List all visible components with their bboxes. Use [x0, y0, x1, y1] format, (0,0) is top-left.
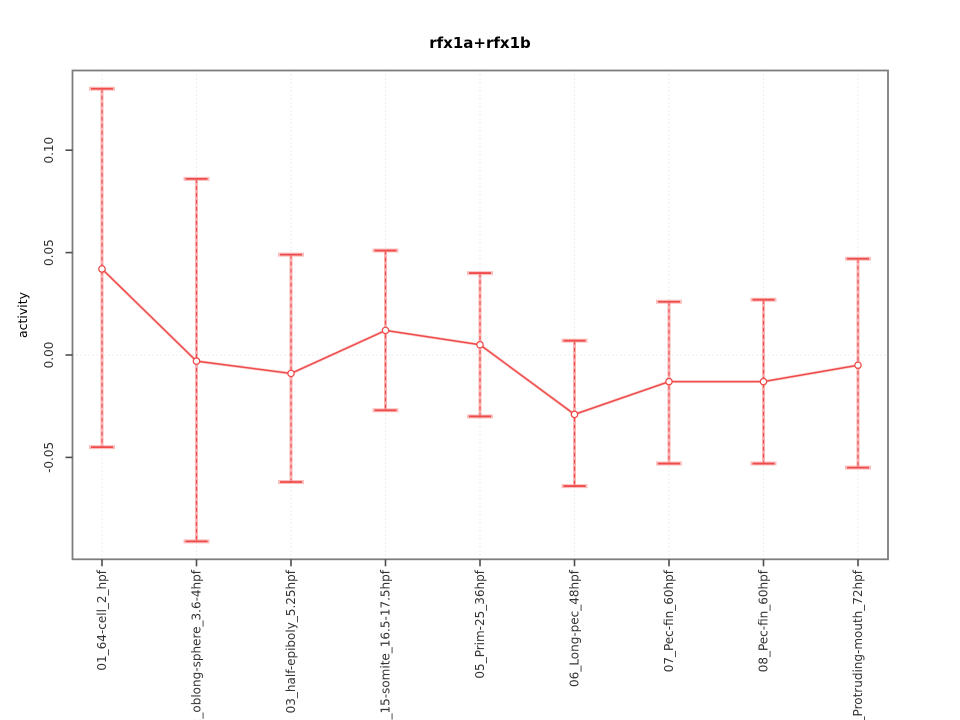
data-point-marker [476, 340, 484, 349]
axis-ticks [65, 149, 859, 567]
data-point-marker [759, 377, 768, 386]
x-tick-label: 09_Protruding-mouth_72hpf [851, 569, 865, 720]
data-series [89, 86, 871, 544]
data-point-marker [665, 377, 673, 386]
data-point-marker [854, 361, 862, 370]
y-axis-title: activity [15, 291, 30, 338]
x-tick-label: 04_15-somite_16.5-17.5hpf [379, 569, 393, 720]
x-tick-label: 05_Prim-25_36hpf [473, 569, 487, 678]
y-tick-label: 0.05 [42, 239, 56, 266]
data-point-marker [570, 410, 579, 419]
data-point-marker [287, 369, 295, 378]
axis-labels: -0.05 0.00 0.05 0.10 01_64-cell_2_hpf 02_oblo… [42, 137, 865, 720]
data-point-marker [98, 265, 106, 273]
data-point-marker [381, 326, 390, 335]
x-tick-label: 07_Pec-fin_60hpf [662, 569, 676, 672]
x-tick-label: 02_oblong-sphere_3.6-4hpf [190, 569, 204, 720]
data-point-marker [192, 357, 201, 365]
x-tick-label: 01_64-cell_2_hpf [95, 569, 109, 670]
y-tick-label: -0.05 [42, 442, 56, 473]
y-tick-label: 0.00 [42, 342, 56, 369]
chart-title: rfx1a+rfx1b [429, 34, 531, 52]
x-tick-label: 06_Long-pec_48hpf [568, 569, 582, 687]
error-bar [278, 252, 304, 484]
x-tick-label: 03_half-epiboly_5.25hpf [284, 569, 298, 713]
y-tick-label: 0.10 [42, 137, 56, 164]
x-tick-label: 08_Pec-fin_60hpf [757, 569, 771, 672]
